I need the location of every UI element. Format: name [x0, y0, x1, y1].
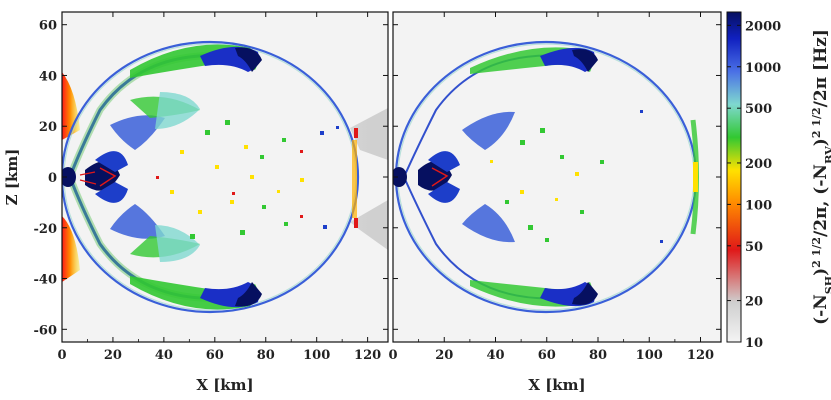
left-mid-lobe-lower: [110, 204, 165, 239]
right-x-axis-title: X [km]: [528, 376, 585, 394]
left-x-tick-label: 80: [257, 348, 275, 363]
colorbar-tick-label: 500: [745, 102, 772, 117]
left-y-tick-label: -60: [34, 323, 58, 338]
left-x-axis-label: X [km]: [196, 376, 253, 394]
left-x-axis-title: X [km]: [196, 376, 253, 394]
right-heatmap-structures: [393, 40, 699, 314]
colorbar-tick-label: 200: [745, 157, 772, 172]
left-y-tick-label: 60: [39, 19, 57, 34]
colorbar-tick-label: 100: [745, 198, 772, 213]
right-scatter-points: [505, 128, 604, 242]
left-y-tick-label: 0: [48, 171, 57, 186]
left-heatmap-structures: [62, 40, 388, 314]
colorbar-tick-label: 1000: [745, 61, 781, 76]
left-outer-shock-arc: [62, 40, 360, 314]
right-x-tick-label: 100: [636, 348, 663, 363]
left-x-tick-label: 60: [206, 348, 224, 363]
right-mid-lobe-upper: [462, 111, 515, 150]
left-y-tick-label: -20: [34, 222, 58, 237]
colorbar-ticks: 2000 1000 500 200 100 50 20 10: [727, 19, 781, 351]
left-y-tick-label: 20: [39, 120, 57, 135]
left-y-tick-label: -40: [34, 273, 58, 288]
colorbar-tick-label: 2000: [745, 19, 781, 34]
right-x-tick-label: 80: [589, 348, 607, 363]
right-x-tick-label: 0: [388, 348, 397, 363]
colorbar-gradient: [726, 11, 742, 343]
right-x-axis-label: X [km]: [528, 376, 585, 394]
left-y-tick-label: 40: [39, 69, 57, 84]
left-scatter-points: [170, 145, 304, 214]
right-core-turbulence: [393, 151, 460, 203]
right-panel: [392, 11, 722, 343]
left-x-tick-label: 40: [155, 348, 173, 363]
colorbar-tick-label: 50: [745, 240, 763, 255]
right-x-tick-label: 40: [486, 348, 504, 363]
colorbar: 2000 1000 500 200 100 50 20 10 (-NSH)2 1/2/2π, …: [726, 11, 831, 351]
colorbar-tick-label: 10: [745, 336, 763, 351]
left-y-axis-label: Z [km]: [3, 149, 21, 206]
right-x-tick-label: 120: [687, 348, 714, 363]
left-polar-jet-lower: [62, 216, 80, 282]
left-core-turbulence: [62, 151, 128, 203]
left-x-tick-label: 100: [303, 348, 330, 363]
colorbar-tick-label: 20: [745, 295, 763, 310]
right-x-tick-label: 20: [435, 348, 453, 363]
right-x-tick-label: 60: [538, 348, 556, 363]
left-x-tick-label: 20: [104, 348, 122, 363]
colorbar-label: (-NSH)2 1/2/2π, (-NBV)2 1/2/2π [Hz]: [810, 29, 831, 325]
left-x-tick-label: 0: [57, 348, 66, 363]
left-panel: [61, 11, 389, 343]
left-mid-lobe-upper: [110, 115, 165, 150]
left-grey-wedge-lower: [350, 200, 388, 250]
right-mid-lobe-lower: [462, 204, 515, 243]
left-x-tick-label: 120: [354, 348, 381, 363]
axes-layer: 0 20 40 60 80 100 120 60 40 20 0 -20 -40 -60 0 20 40 60 80…: [34, 12, 721, 363]
left-grey-wedge-upper: [350, 108, 388, 160]
